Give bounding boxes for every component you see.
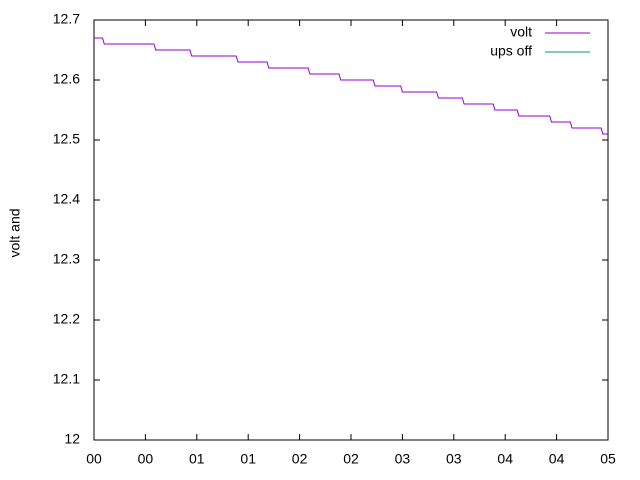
x-tick-label: 03 [395,451,411,467]
y-tick-label: 12.4 [53,191,80,207]
x-tick-label: 01 [240,451,256,467]
y-axis-label: volt and [7,208,23,257]
y-tick-label: 12.5 [53,131,80,147]
x-tick-label: 05 [600,451,616,467]
y-tick-label: 12.2 [53,311,80,327]
y-tick-label: 12.1 [53,371,80,387]
x-tick-label: 02 [343,451,359,467]
legend-label: volt [510,24,532,40]
x-tick-label: 00 [138,451,154,467]
x-tick-label: 00 [86,451,102,467]
y-tick-label: 12.7 [53,11,80,27]
y-tick-label: 12 [64,431,80,447]
series-line [94,37,608,135]
y-tick-label: 12.6 [53,71,80,87]
y-tick-label: 12.3 [53,251,80,267]
legend-label: ups off [490,43,532,59]
x-tick-label: 04 [497,451,513,467]
x-tick-label: 04 [549,451,565,467]
x-tick-label: 01 [189,451,205,467]
x-tick-label: 03 [446,451,462,467]
x-tick-label: 02 [292,451,308,467]
plot-frame [93,19,609,441]
